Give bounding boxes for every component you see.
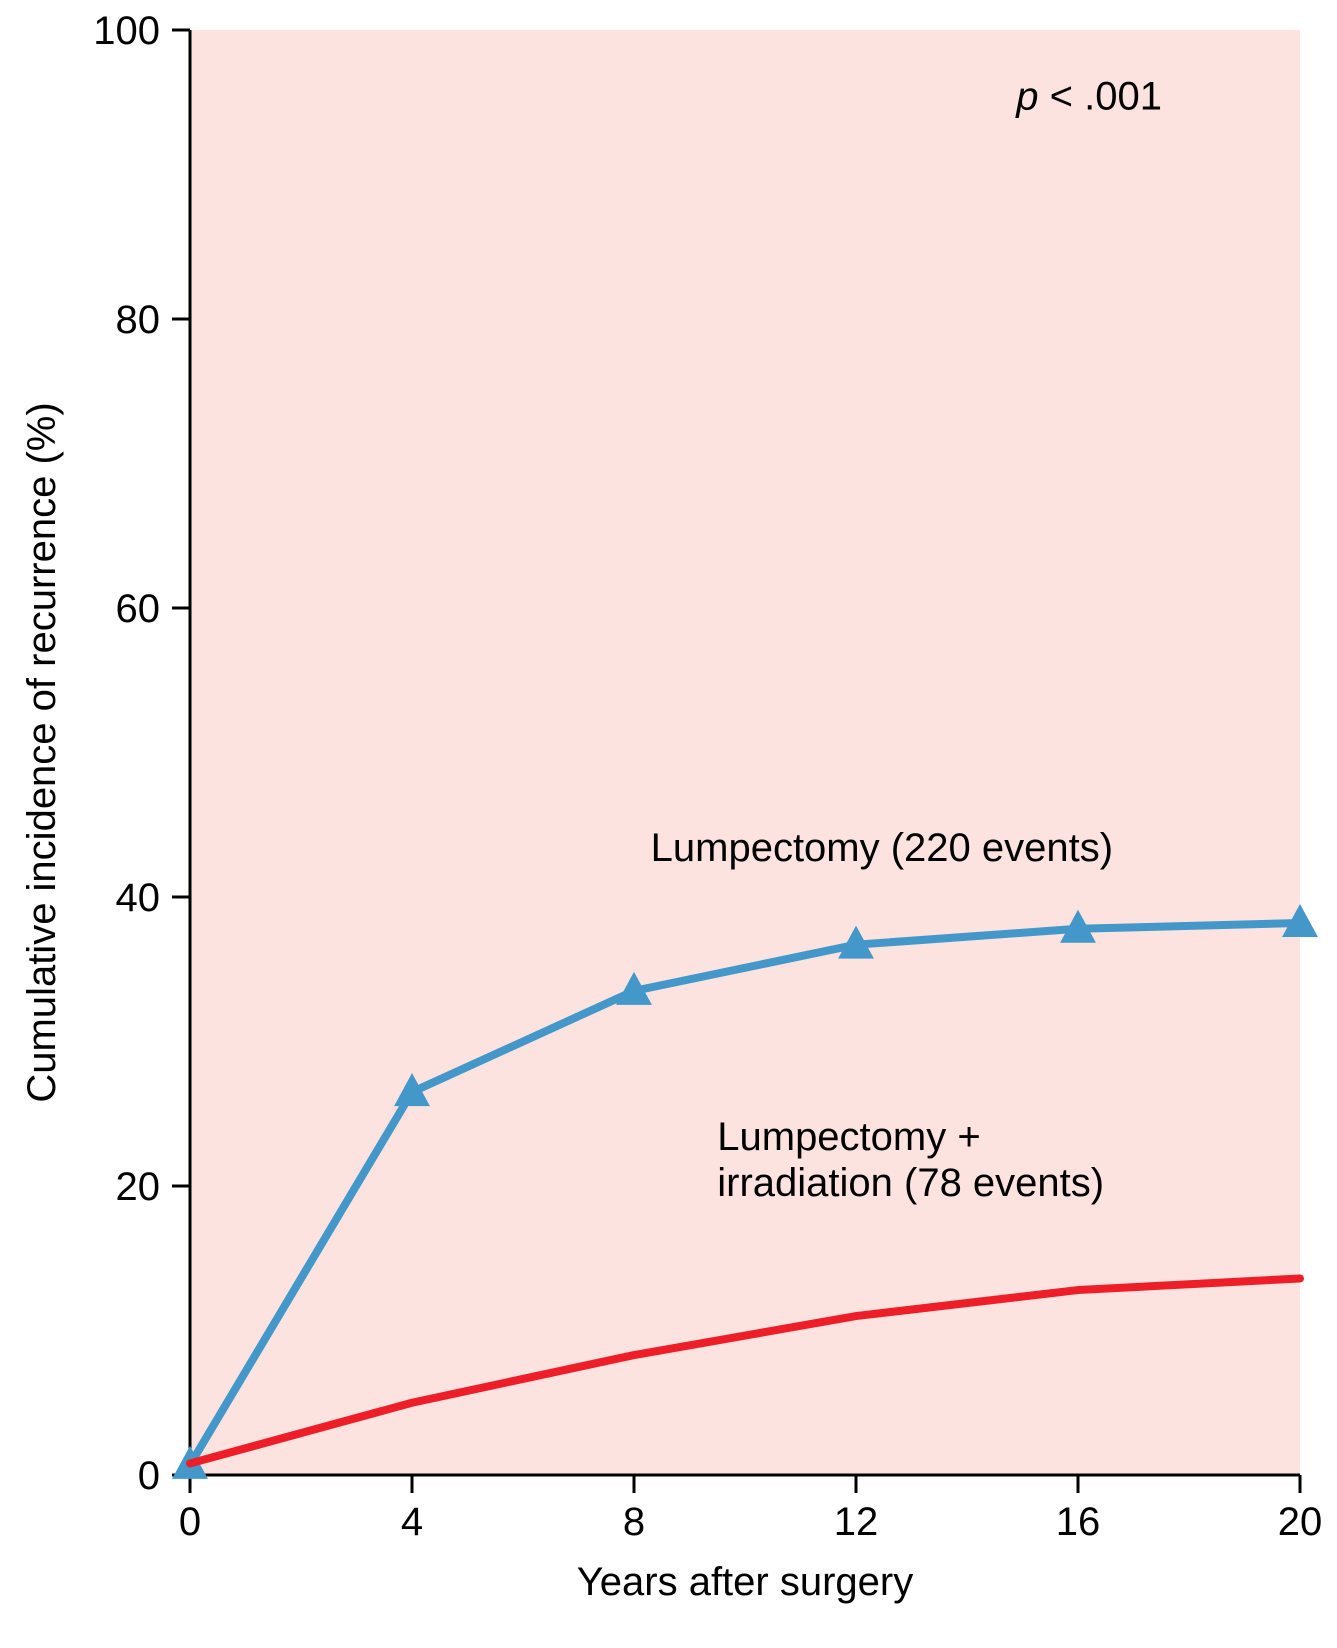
series-label-lumpectomy: Lumpectomy (220 events) [651, 826, 1113, 870]
x-tick-label: 16 [1056, 1500, 1101, 1544]
y-tick-label: 40 [116, 876, 161, 920]
y-tick-label: 100 [93, 9, 160, 53]
chart-container: 0 4 8 12 16 20 0 20 40 60 80 100 Years after surgery… [0, 0, 1337, 1648]
x-tick-label: 0 [179, 1500, 201, 1544]
y-tick-label: 0 [138, 1454, 160, 1498]
y-axis-label: Cumulative incidence of recurrence (%) [20, 402, 64, 1102]
y-tick-label: 80 [116, 298, 161, 342]
x-tick-label: 20 [1278, 1500, 1323, 1544]
y-tick-label: 60 [116, 587, 161, 631]
x-tick-label: 12 [834, 1500, 879, 1544]
x-tick-label: 8 [623, 1500, 645, 1544]
plot-background [190, 30, 1300, 1475]
chart-svg: 0 4 8 12 16 20 0 20 40 60 80 100 Years after surgery… [0, 0, 1337, 1648]
p-value-label: p < .001 [1015, 74, 1162, 118]
series-label-lumpectomy_irradiation: Lumpectomy + [717, 1115, 980, 1159]
series-label-lumpectomy_irradiation: irradiation (78 events) [717, 1161, 1104, 1205]
y-tick-label: 20 [116, 1165, 161, 1209]
x-axis-label: Years after surgery [577, 1560, 913, 1604]
x-tick-label: 4 [401, 1500, 423, 1544]
